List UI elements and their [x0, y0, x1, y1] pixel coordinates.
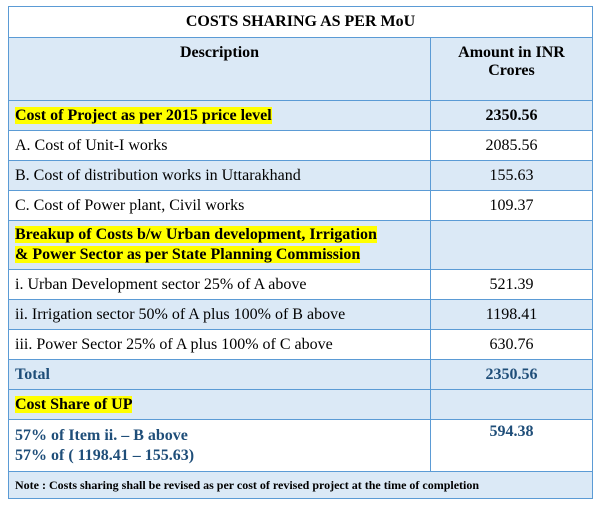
row-amount: 2350.56 [430, 359, 593, 390]
row-description: Cost Share of UP [8, 389, 431, 420]
row-amount [430, 220, 593, 270]
row-description: iii. Power Sector 25% of A plus 100% of … [8, 329, 431, 360]
row-description: A. Cost of Unit-I works [8, 130, 431, 161]
row-amount: 109.37 [430, 190, 593, 221]
row-amount: 2085.56 [430, 130, 593, 161]
table-row: Cost Share of UP [8, 389, 593, 420]
header-row: Description Amount in INR Crores [8, 37, 593, 101]
title-row: COSTS SHARING AS PER MoU [8, 6, 593, 38]
table-row: Cost of Project as per 2015 price level … [8, 100, 593, 131]
highlighted-text: & Power Sector as per State Planning Com… [15, 246, 361, 263]
row-description: Breakup of Costs b/w Urban development, … [8, 220, 431, 270]
highlighted-text: Cost Share of UP [15, 395, 133, 413]
row-amount: 521.39 [430, 269, 593, 300]
row-description-line1: 57% of Item ii. – B above [15, 426, 188, 444]
row-amount: 594.38 [430, 419, 593, 472]
table-row: A. Cost of Unit-I works 2085.56 [8, 130, 593, 161]
header-description: Description [8, 37, 431, 101]
highlighted-text: Cost of Project as per 2015 price level [15, 106, 272, 124]
row-description: 57% of Item ii. – B above 57% of ( 1198.… [8, 419, 431, 472]
row-amount: 2350.56 [430, 100, 593, 131]
highlighted-text: Breakup of Costs b/w Urban development, … [15, 226, 377, 243]
row-amount: 1198.41 [430, 299, 593, 330]
header-amount-line2: Crores [488, 62, 535, 79]
table-row: 57% of Item ii. – B above 57% of ( 1198.… [8, 419, 593, 472]
header-amount-line1: Amount in INR [458, 44, 565, 61]
table-row: Breakup of Costs b/w Urban development, … [8, 220, 593, 270]
cost-sharing-table: COSTS SHARING AS PER MoU Description Amo… [8, 6, 593, 499]
row-description-line2: 57% of ( 1198.41 – 155.63) [15, 446, 195, 464]
note-text: Note : Costs sharing shall be revised as… [8, 471, 593, 499]
table-row: B. Cost of distribution works in Uttarak… [8, 160, 593, 191]
cost-sharing-slide: COSTS SHARING AS PER MoU Description Amo… [8, 6, 593, 499]
row-amount: 630.76 [430, 329, 593, 360]
row-description: Cost of Project as per 2015 price level [8, 100, 431, 131]
table-row: C. Cost of Power plant, Civil works 109.… [8, 190, 593, 221]
row-amount: 155.63 [430, 160, 593, 191]
row-description: B. Cost of distribution works in Uttarak… [8, 160, 431, 191]
table-title: COSTS SHARING AS PER MoU [8, 6, 593, 38]
header-amount: Amount in INR Crores [430, 37, 593, 101]
table-row: iii. Power Sector 25% of A plus 100% of … [8, 329, 593, 360]
row-description: ii. Irrigation sector 50% of A plus 100%… [8, 299, 431, 330]
table-row: i. Urban Development sector 25% of A abo… [8, 269, 593, 300]
row-description: i. Urban Development sector 25% of A abo… [8, 269, 431, 300]
row-description: C. Cost of Power plant, Civil works [8, 190, 431, 221]
total-row: Total 2350.56 [8, 359, 593, 390]
table-row: ii. Irrigation sector 50% of A plus 100%… [8, 299, 593, 330]
note-row: Note : Costs sharing shall be revised as… [8, 471, 593, 499]
row-amount [430, 389, 593, 420]
row-description: Total [8, 359, 431, 390]
